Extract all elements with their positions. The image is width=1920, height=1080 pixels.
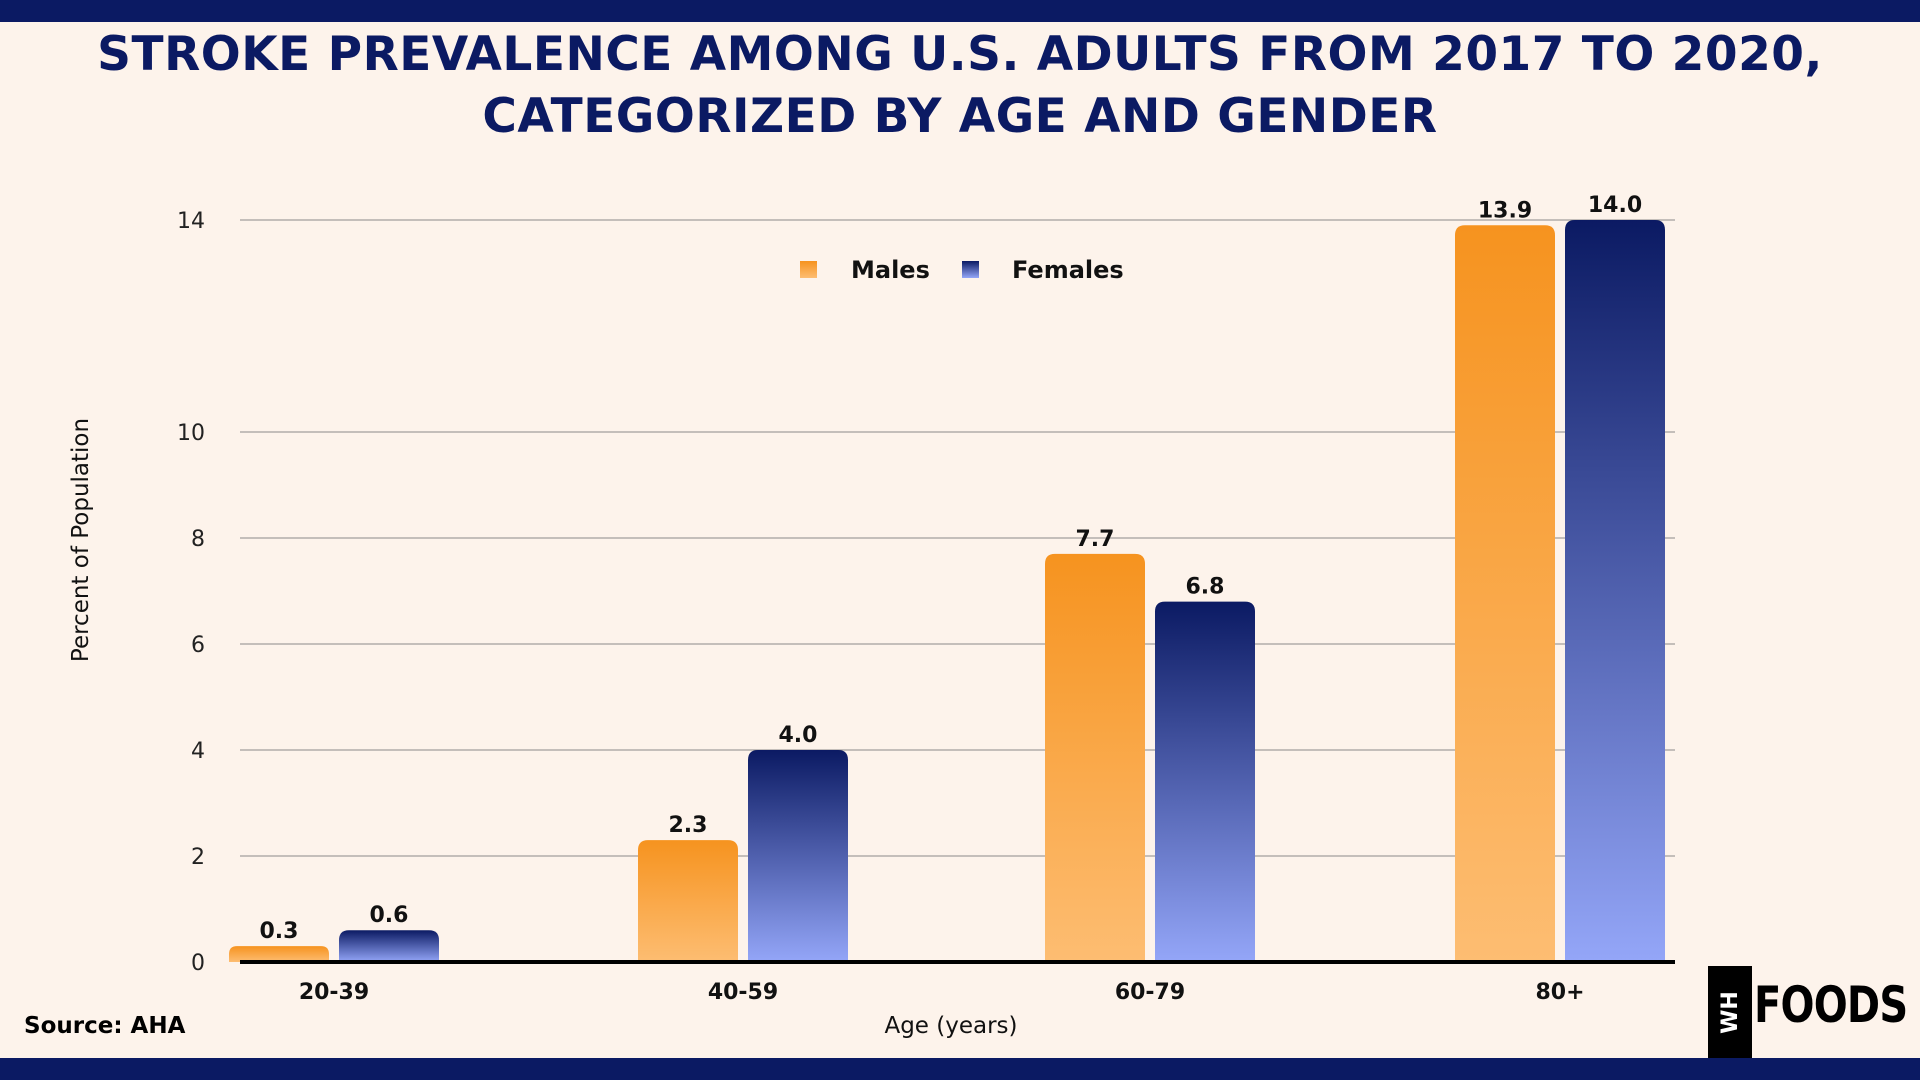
data-label: 13.9 xyxy=(1478,198,1532,223)
x-tick-label: 40-59 xyxy=(708,980,778,1005)
y-tick-label: 14 xyxy=(177,209,205,234)
bar-males-40-59 xyxy=(638,840,738,962)
data-label: 0.3 xyxy=(260,919,299,944)
x-tick-label: 60-79 xyxy=(1115,980,1185,1005)
source-note: Source: AHA xyxy=(24,1013,186,1039)
x-axis-title: Age (years) xyxy=(884,1013,1017,1039)
bar-males-20-39 xyxy=(229,946,329,962)
bar-females-20-39 xyxy=(339,930,439,962)
bar-females-80+ xyxy=(1565,220,1665,962)
data-label: 6.8 xyxy=(1186,575,1225,600)
logo-badge: WH xyxy=(1708,966,1752,1058)
bottom-band xyxy=(0,1058,1920,1080)
y-tick-label: 2 xyxy=(191,845,205,870)
y-tick-label: 6 xyxy=(191,633,205,658)
bar-males-60-79 xyxy=(1045,553,1145,962)
legend-swatch-females xyxy=(962,261,979,278)
y-axis-title: Percent of Population xyxy=(68,418,94,662)
legend-swatch-males xyxy=(800,261,817,278)
legend-label-males: Males xyxy=(851,256,930,284)
chart-title: STROKE PREVALENCE AMONG U.S. ADULTS FROM… xyxy=(0,24,1920,148)
data-label: 14.0 xyxy=(1588,193,1642,218)
bar-males-80+ xyxy=(1455,225,1555,963)
top-band xyxy=(0,0,1920,22)
chart-title-line-2: CATEGORIZED BY AGE AND GENDER xyxy=(482,89,1438,144)
chart-title-line-1: STROKE PREVALENCE AMONG U.S. ADULTS FROM… xyxy=(97,27,1823,82)
data-label: 4.0 xyxy=(779,723,818,748)
y-tick-label: 8 xyxy=(191,527,205,552)
bar-females-40-59 xyxy=(748,750,848,962)
y-tick-label: 10 xyxy=(177,421,205,446)
logo-badge-text: WH xyxy=(1717,990,1743,1034)
y-tick-label: 4 xyxy=(191,739,205,764)
y-tick-label: 0 xyxy=(191,951,205,976)
whfoods-logo: WH FOODS xyxy=(1708,966,1908,1058)
data-label: 2.3 xyxy=(669,813,708,838)
data-label: 0.6 xyxy=(370,903,409,928)
x-tick-label: 20-39 xyxy=(299,980,369,1005)
logo-wordmark: FOODS xyxy=(1754,976,1908,1034)
x-tick-label: 80+ xyxy=(1535,980,1584,1005)
legend-label-females: Females xyxy=(1012,256,1124,284)
bar-females-60-79 xyxy=(1155,601,1255,962)
data-label: 7.7 xyxy=(1076,527,1115,552)
